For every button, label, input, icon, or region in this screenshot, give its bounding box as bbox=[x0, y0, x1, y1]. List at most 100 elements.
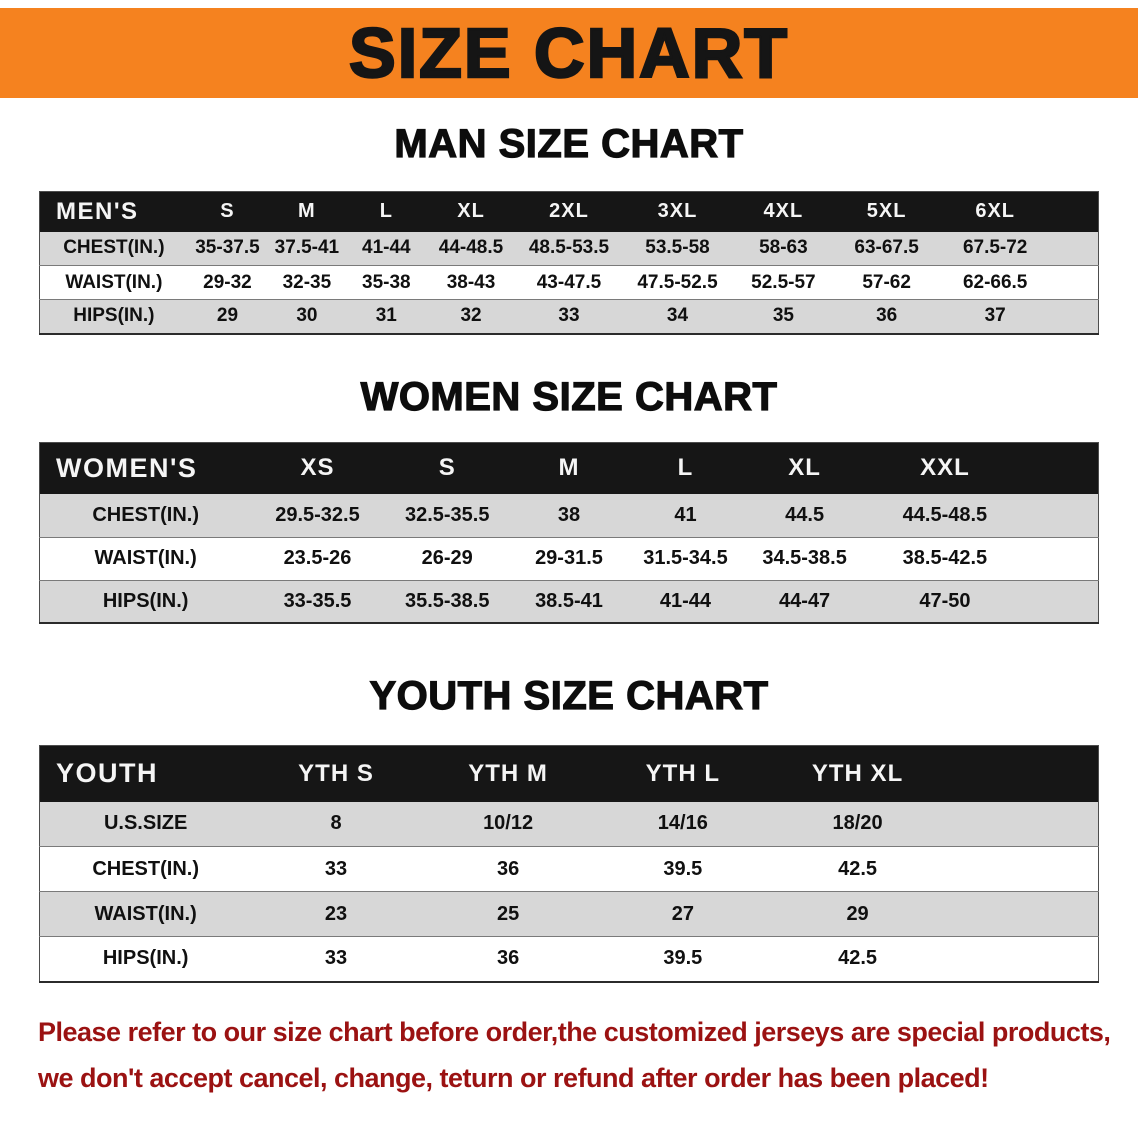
women-size-section: WOMEN SIZE CHART WOMEN'S XS S M L XL XXL CHEST… bbox=[0, 374, 1138, 624]
size-value-cell: 23 bbox=[324, 902, 348, 925]
size-value-cell: 38.5-41 bbox=[535, 589, 603, 612]
spacer-cell bbox=[1024, 494, 1098, 537]
table-row: HIPS(IN.) 33 36 39.5 42.5 bbox=[39, 936, 1099, 982]
size-value-cell: 43-47.5 bbox=[536, 271, 602, 293]
youth-size-table: YOUTH YTH S YTH M YTH L YTH XL U.S.SIZE 8 10/1… bbox=[39, 745, 1099, 983]
size-value-cell: 41 bbox=[674, 503, 697, 526]
size-column-header: L bbox=[346, 191, 427, 232]
size-value-cell: 31.5-34.5 bbox=[643, 547, 728, 569]
size-value-cell: 29-31.5 bbox=[535, 547, 603, 569]
men-size-section: MAN SIZE CHART MEN'S S M L XL 2XL 3XL 4XL 5XL 6XL… bbox=[0, 121, 1138, 335]
size-value-cell: 42.5 bbox=[838, 857, 878, 880]
women-table-body: CHEST(IN.) 29.5-32.5 32.5-35.5 38 41 44.5 44.5… bbox=[39, 494, 1099, 623]
size-value-cell: 33 bbox=[558, 305, 580, 327]
men-section-heading: MAN SIZE CHART bbox=[394, 121, 744, 166]
row-label: WAIST(IN.) bbox=[65, 271, 163, 293]
size-value-cell: 33 bbox=[324, 857, 348, 880]
size-value-cell: 39.5 bbox=[663, 947, 703, 970]
size-value-cell: 18/20 bbox=[832, 812, 883, 835]
size-value-cell: 38.5-42.5 bbox=[902, 547, 988, 569]
size-column-header: YTH XL bbox=[770, 745, 945, 802]
size-value-cell: 8 bbox=[330, 812, 342, 835]
size-value-cell: 44-48.5 bbox=[438, 237, 504, 259]
youth-table-body: U.S.SIZE 8 10/12 14/16 18/20 CHEST(IN.) 33 36 39… bbox=[39, 801, 1099, 982]
size-value-cell: 44.5 bbox=[785, 503, 825, 526]
size-value-cell: 32 bbox=[460, 305, 482, 327]
size-value-cell: 35 bbox=[772, 305, 794, 327]
size-value-cell: 48.5-53.5 bbox=[528, 237, 610, 259]
size-value-cell: 58-63 bbox=[759, 237, 808, 259]
size-value-cell: 32-35 bbox=[282, 271, 332, 293]
size-value-cell: 41-44 bbox=[362, 237, 411, 259]
size-column-header: 5XL bbox=[833, 191, 940, 232]
table-row: U.S.SIZE 8 10/12 14/16 18/20 bbox=[39, 801, 1099, 847]
youth-table-head: YOUTH YTH S YTH M YTH L YTH XL bbox=[39, 745, 1099, 802]
row-label: CHEST(IN.) bbox=[63, 237, 165, 259]
size-value-cell: 36 bbox=[496, 857, 520, 880]
row-label: WAIST(IN.) bbox=[94, 547, 197, 569]
women-size-table: WOMEN'S XS S M L XL XXL CHEST(IN.) 29.5-32.5 32.… bbox=[39, 441, 1099, 624]
size-column-header: S bbox=[187, 191, 268, 232]
size-value-cell: 67.5-72 bbox=[962, 237, 1028, 259]
spacer-cell bbox=[1051, 266, 1099, 300]
size-value-cell: 29 bbox=[216, 305, 239, 327]
size-value-cell: 29.5-32.5 bbox=[275, 503, 360, 526]
size-value-cell: 41-44 bbox=[659, 589, 712, 612]
women-table-label: WOMEN'S bbox=[39, 442, 252, 494]
size-value-cell: 37 bbox=[984, 305, 1006, 327]
size-value-cell: 38-43 bbox=[446, 271, 496, 293]
table-row: WAIST(IN.) 29-32 32-35 35-38 38-43 43-47.5 47.… bbox=[39, 265, 1099, 300]
table-row: WAIST(IN.) 23.5-26 26-29 29-31.5 31.5-34.5 34… bbox=[39, 537, 1099, 580]
table-row: CHEST(IN.) 29.5-32.5 32.5-35.5 38 41 44.5 44.5… bbox=[39, 494, 1099, 537]
spacer-cell bbox=[945, 847, 1099, 892]
row-label: WAIST(IN.) bbox=[94, 902, 197, 925]
size-value-cell: 35.5-38.5 bbox=[404, 589, 490, 612]
men-table-body: CHEST(IN.) 35-37.5 37.5-41 41-44 44-48.5 48.5… bbox=[39, 231, 1099, 334]
women-table-head: WOMEN'S XS S M L XL XXL bbox=[39, 442, 1099, 494]
size-value-cell: 53.5-58 bbox=[645, 237, 710, 259]
size-value-cell: 63-67.5 bbox=[854, 237, 919, 259]
size-value-cell: 35-38 bbox=[362, 271, 411, 293]
size-value-cell: 26-29 bbox=[421, 547, 473, 569]
size-value-cell: 32.5-35.5 bbox=[404, 503, 490, 526]
men-size-table: MEN'S S M L XL 2XL 3XL 4XL 5XL 6XL CHEST(IN.) 35-3… bbox=[39, 191, 1099, 335]
women-section-heading: WOMEN SIZE CHART bbox=[360, 374, 778, 419]
size-column-header: 6XL bbox=[939, 191, 1051, 232]
spacer-cell bbox=[945, 802, 1099, 847]
size-column-header: YTH M bbox=[420, 745, 596, 802]
size-value-cell: 39.5 bbox=[663, 857, 703, 880]
spacer-cell bbox=[1050, 191, 1099, 232]
men-table-head: MEN'S S M L XL 2XL 3XL 4XL 5XL 6XL bbox=[39, 191, 1099, 232]
size-value-cell: 34.5-38.5 bbox=[762, 547, 847, 569]
notice-line-1: Please refer to our size chart before or… bbox=[38, 1016, 1111, 1047]
spacer-cell bbox=[945, 937, 1099, 982]
spacer-cell bbox=[945, 892, 1099, 937]
youth-header-row: YOUTH YTH S YTH M YTH L YTH XL bbox=[39, 745, 1099, 802]
row-label: U.S.SIZE bbox=[103, 812, 188, 835]
size-value-cell: 44.5-48.5 bbox=[902, 503, 988, 526]
size-column-header: M bbox=[267, 191, 347, 232]
size-column-header: YTH L bbox=[595, 745, 771, 802]
spacer-cell bbox=[1024, 580, 1098, 623]
size-column-header: YTH S bbox=[251, 745, 421, 802]
size-value-cell: 38 bbox=[557, 503, 581, 526]
size-value-cell: 36 bbox=[876, 305, 898, 327]
size-value-cell: 23.5-26 bbox=[283, 547, 352, 569]
size-column-header: 3XL bbox=[621, 191, 734, 232]
table-row: HIPS(IN.) 33-35.5 35.5-38.5 38.5-41 41-44 44-… bbox=[39, 580, 1099, 623]
row-label: CHEST(IN.) bbox=[92, 857, 199, 880]
row-label: CHEST(IN.) bbox=[92, 503, 199, 526]
size-value-cell: 47-50 bbox=[919, 589, 971, 612]
spacer-cell bbox=[1024, 442, 1099, 494]
size-column-header: XL bbox=[743, 442, 866, 494]
men-header-row: MEN'S S M L XL 2XL 3XL 4XL 5XL 6XL bbox=[39, 191, 1099, 232]
row-label: HIPS(IN.) bbox=[102, 947, 189, 970]
order-notice: Please refer to our size chart before or… bbox=[38, 1009, 1111, 1101]
table-row: WAIST(IN.) 23 25 27 29 bbox=[39, 891, 1099, 937]
spacer-cell bbox=[1051, 232, 1099, 266]
size-value-cell: 36 bbox=[496, 947, 520, 970]
size-column-header: 2XL bbox=[516, 191, 622, 232]
size-value-cell: 35-37.5 bbox=[195, 237, 260, 259]
size-value-cell: 52.5-57 bbox=[751, 271, 816, 293]
size-column-header: 4XL bbox=[733, 191, 834, 232]
